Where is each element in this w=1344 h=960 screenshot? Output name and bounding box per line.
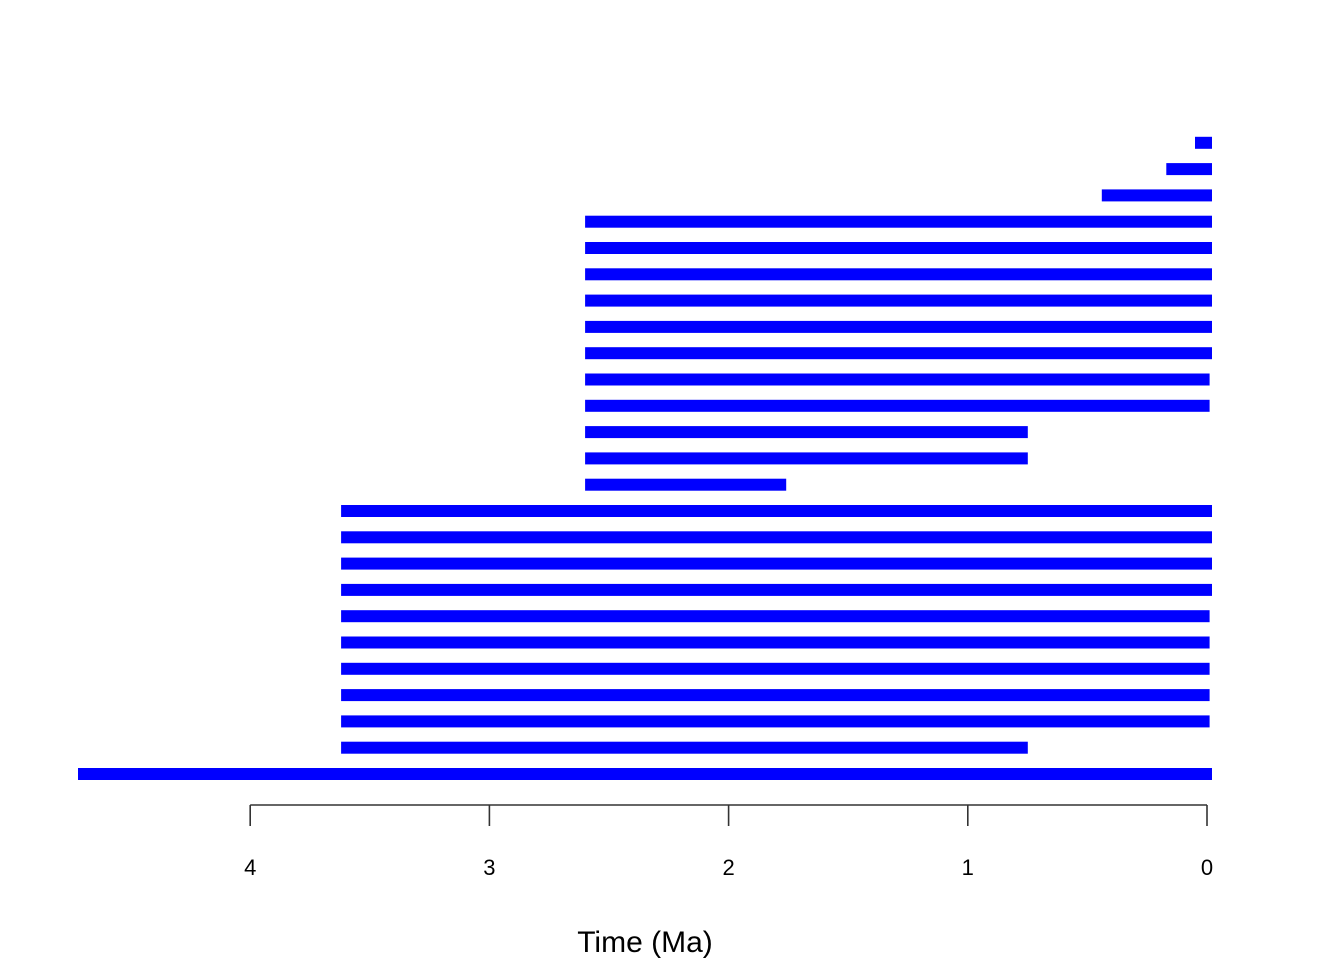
range-bar-25	[1195, 136, 1212, 149]
range-bar-1	[78, 768, 1212, 780]
x-tick-label-4: 4	[244, 855, 256, 880]
x-tick-label-1: 1	[962, 855, 974, 880]
bar-series	[78, 136, 1213, 780]
range-bar-6	[341, 636, 1210, 649]
range-bar-18	[585, 320, 1212, 333]
range-bar-5	[341, 662, 1210, 675]
range-bar-23	[1101, 189, 1212, 202]
range-bar-2	[341, 741, 1028, 754]
range-bar-11	[341, 505, 1213, 517]
range-bar-9	[341, 557, 1213, 570]
range-bar-15	[585, 399, 1210, 412]
x-axis-title: Time (Ma)	[577, 926, 713, 959]
x-axis-ticks: 4 3 2 1 0	[244, 805, 1213, 880]
range-bar-14	[585, 426, 1028, 439]
range-bar-3	[341, 715, 1210, 728]
range-bar-10	[341, 531, 1213, 544]
x-tick-label-2: 2	[722, 855, 734, 880]
range-bar-13	[585, 452, 1028, 465]
range-bar-12	[585, 478, 787, 491]
range-bar-17	[585, 347, 1212, 360]
x-tick-label-3: 3	[483, 855, 495, 880]
range-bar-20	[585, 268, 1212, 281]
range-bar-4	[341, 689, 1210, 702]
range-bar-22	[585, 215, 1212, 228]
range-bar-8	[341, 583, 1213, 596]
x-axis: 4 3 2 1 0	[244, 804, 1213, 880]
x-tick-label-0: 0	[1201, 855, 1213, 880]
range-bar-16	[585, 373, 1210, 386]
range-bar-21	[585, 242, 1212, 254]
range-bar-19	[585, 294, 1212, 307]
range-bar-7	[341, 610, 1210, 623]
range-bar-24	[1166, 163, 1212, 176]
